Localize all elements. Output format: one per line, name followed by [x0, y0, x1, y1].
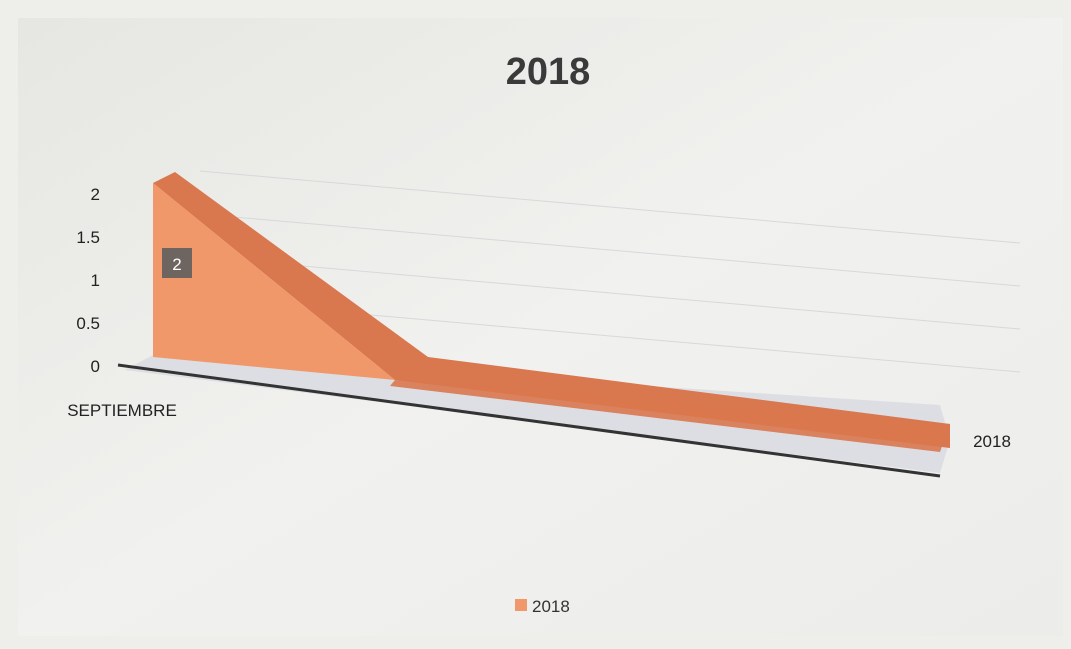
y-tick-label: 1: [91, 271, 100, 290]
gridline: [199, 256, 1021, 330]
area-zero-strip: [390, 380, 950, 452]
legend: 2018: [515, 597, 570, 616]
legend-swatch-2018: [515, 599, 527, 611]
series-2018-area: [153, 172, 950, 452]
x-axis-line: [117, 363, 941, 478]
x-tick-label-septiembre: SEPTIEMBRE: [67, 401, 177, 420]
y-tick-label: 2: [91, 185, 100, 204]
y-tick-label: 0: [91, 357, 100, 376]
y-tick-label: 0.5: [76, 314, 100, 333]
y-tick-label: 1.5: [76, 228, 100, 247]
data-label-background: [162, 248, 192, 278]
floor: [125, 354, 950, 473]
legend-label-2018: 2018: [532, 597, 570, 616]
data-label: 2: [162, 248, 192, 278]
chart-title: 2018: [506, 51, 591, 93]
y-axis-ticks: 0 0.5 1 1.5 2: [76, 185, 100, 376]
gridline: [199, 170, 1021, 244]
gridline: [199, 213, 1021, 287]
floor-plane: [125, 354, 950, 473]
data-label-value: 2: [172, 255, 181, 274]
area-front-face: [153, 183, 395, 380]
depth-axis-label: 2018: [973, 432, 1011, 451]
x-axis: [117, 363, 941, 478]
